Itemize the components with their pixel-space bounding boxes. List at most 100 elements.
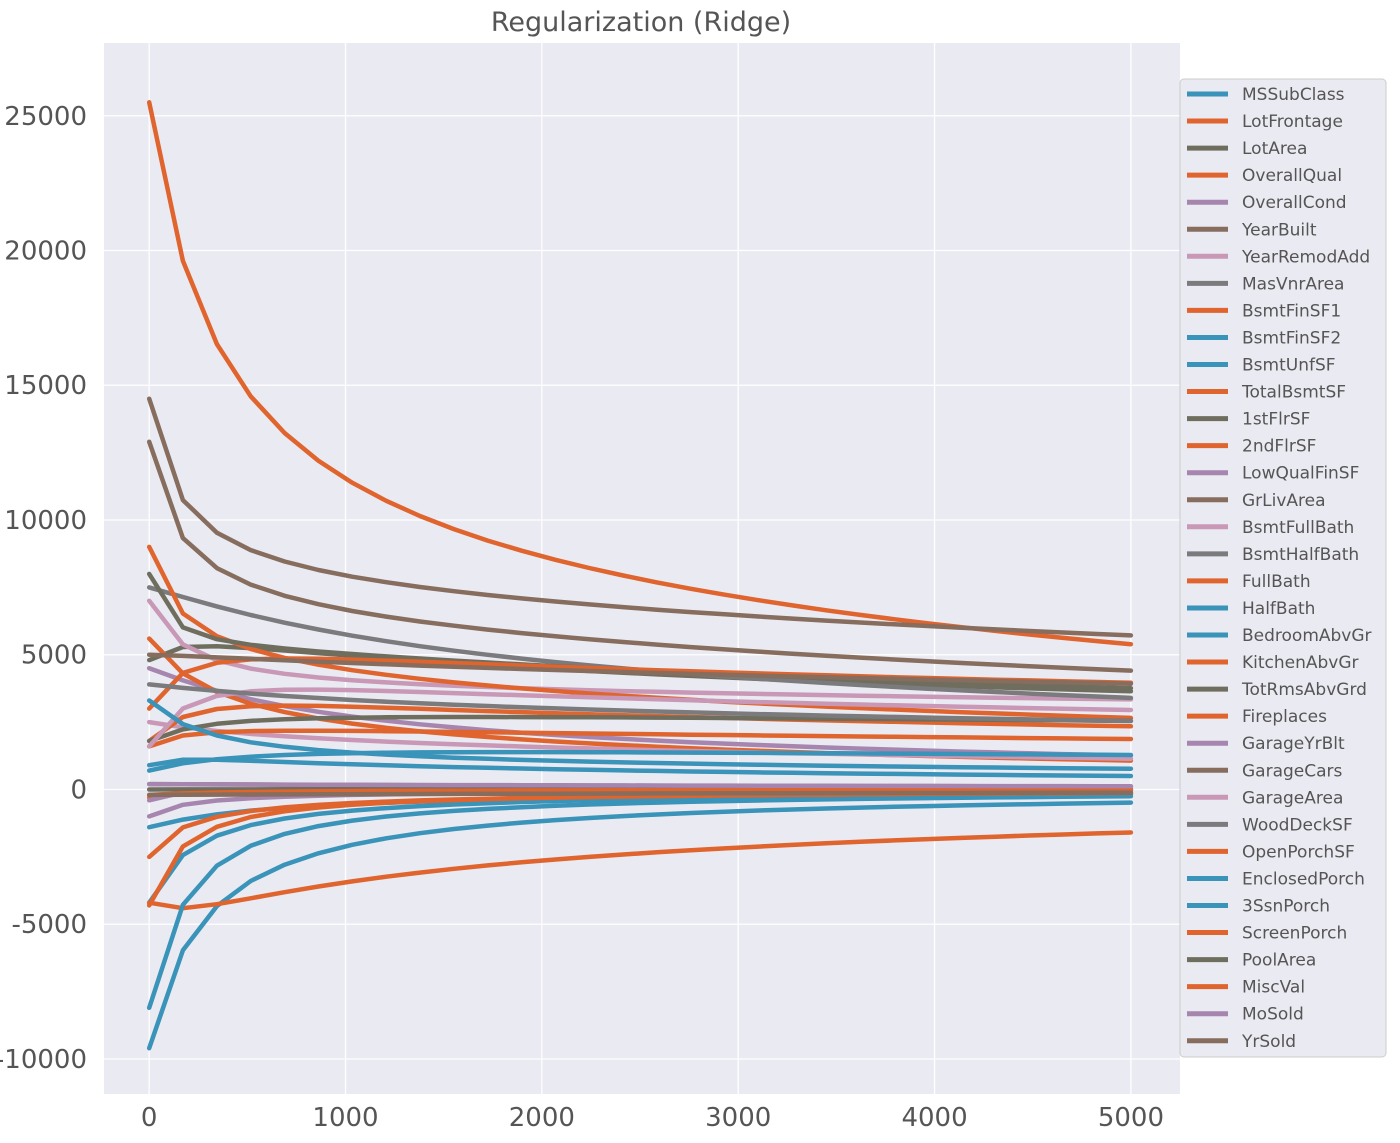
legend-label: EnclosedPorch: [1242, 869, 1365, 889]
legend-label: LowQualFinSF: [1242, 464, 1359, 484]
series-line-GrLivArea: [146, 439, 1134, 673]
legend-label: KitchenAbvGr: [1242, 653, 1359, 673]
legend-item: LotFrontage: [1187, 112, 1343, 132]
legend-item: BsmtFinSF2: [1187, 328, 1341, 348]
legend-label: YearRemodAdd: [1241, 247, 1370, 267]
legend-item: WoodDeckSF: [1187, 815, 1353, 835]
legend-label: PoolArea: [1242, 951, 1316, 971]
legend-item: MiscVal: [1187, 978, 1305, 998]
legend-label: GarageCars: [1242, 761, 1343, 781]
series-line-Fireplaces: [146, 728, 1134, 749]
series-line-WoodDeckSF: [146, 682, 1134, 724]
legend-label: LotFrontage: [1242, 112, 1343, 132]
legend-item: YrSold: [1187, 1032, 1296, 1052]
legend-item: YearRemodAdd: [1187, 247, 1370, 267]
series-line-OverallCond: [146, 665, 1134, 758]
legend-item: BsmtHalfBath: [1187, 545, 1359, 565]
legend-label: BsmtUnfSF: [1242, 356, 1336, 376]
series-line-YearBuilt: [146, 396, 1134, 638]
legend-label: MoSold: [1242, 1005, 1304, 1025]
legend-item: ScreenPorch: [1187, 924, 1347, 944]
legend-item: BsmtFullBath: [1187, 518, 1354, 538]
y-axis-ticks: -10000 -5000 0 5000 10000 15000 20000 25000: [0, 102, 87, 1075]
legend-label: OverallQual: [1242, 166, 1342, 186]
y-tick-label: -5000: [11, 910, 87, 940]
legend-item: BedroomAbvGr: [1187, 626, 1372, 646]
legend-label: Fireplaces: [1242, 707, 1327, 727]
legend-label: TotalBsmtSF: [1241, 383, 1346, 403]
series-line-3SsnPorch: [146, 794, 1134, 1011]
legend-item: BsmtUnfSF: [1187, 356, 1336, 376]
y-tick-label: 15000: [4, 371, 87, 401]
legend-item: 1stFlrSF: [1187, 410, 1310, 430]
series-line-BsmtUnfSF: [146, 800, 1134, 1051]
legend-item: KitchenAbvGr: [1187, 653, 1359, 673]
x-tick-label: 4000: [901, 1103, 967, 1133]
legend-label: YearBuilt: [1241, 220, 1317, 240]
legend-label: YrSold: [1241, 1032, 1296, 1052]
legend-item: GrLivArea: [1187, 491, 1326, 511]
legend-label: MiscVal: [1242, 978, 1305, 998]
series-lines: [146, 100, 1134, 1051]
series-line-YearRemodAdd: [146, 598, 1134, 702]
legend-item: BsmtFinSF1: [1187, 301, 1341, 321]
legend-item: OverallQual: [1187, 166, 1342, 186]
x-tick-label: 5000: [1098, 1103, 1164, 1133]
legend-label: WoodDeckSF: [1242, 815, 1353, 835]
legend-item: MSSubClass: [1187, 85, 1345, 105]
series-line-MoSold: [146, 781, 1134, 789]
legend-label: 2ndFlrSF: [1242, 437, 1316, 457]
legend-item: OverallCond: [1187, 193, 1347, 213]
legend-label: BedroomAbvGr: [1242, 626, 1372, 646]
legend-label: OverallCond: [1242, 193, 1347, 213]
y-tick-label: -10000: [0, 1045, 87, 1075]
legend-item: LowQualFinSF: [1187, 464, 1359, 484]
x-tick-label: 3000: [705, 1103, 771, 1133]
legend-label: HalfBath: [1242, 599, 1315, 619]
legend-item: HalfBath: [1187, 599, 1315, 619]
y-tick-label: 5000: [21, 641, 87, 671]
legend-label: GrLivArea: [1242, 491, 1326, 511]
legend-label: 3SsnPorch: [1242, 897, 1330, 917]
legend-item: YearBuilt: [1187, 220, 1317, 240]
legend: MSSubClass LotFrontage LotArea OverallQual O…: [1179, 78, 1387, 1058]
legend-item: EnclosedPorch: [1187, 869, 1365, 889]
legend-label: BsmtFinSF2: [1242, 328, 1341, 348]
legend-item: 3SsnPorch: [1187, 897, 1330, 917]
legend-item: GarageYrBlt: [1187, 734, 1345, 754]
legend-label: 1stFlrSF: [1242, 410, 1310, 430]
y-tick-label: 20000: [4, 237, 87, 267]
x-tick-label: 2000: [509, 1103, 575, 1133]
legend-item: PoolArea: [1187, 951, 1316, 971]
legend-label: GarageArea: [1242, 788, 1343, 808]
series-line-EnclosedPorch: [146, 698, 1134, 771]
legend-item: FullBath: [1187, 572, 1311, 592]
x-tick-label: 0: [141, 1103, 158, 1133]
legend-box: [1179, 78, 1387, 1058]
series-line-OpenPorchSF: [146, 830, 1134, 911]
x-axis-ticks: 0 1000 2000 3000 4000 5000: [141, 1103, 1164, 1133]
y-tick-label: 25000: [4, 102, 87, 132]
legend-label: LotArea: [1242, 139, 1307, 159]
legend-item: Fireplaces: [1187, 707, 1327, 727]
legend-item: GarageCars: [1187, 761, 1343, 781]
legend-label: TotRmsAbvGrd: [1241, 680, 1367, 700]
legend-label: MSSubClass: [1242, 85, 1345, 105]
legend-label: OpenPorchSF: [1242, 842, 1355, 862]
series-line-MiscVal: [146, 787, 1134, 798]
legend-label: ScreenPorch: [1242, 924, 1347, 944]
legend-label: MasVnrArea: [1242, 274, 1344, 294]
legend-item: MasVnrArea: [1187, 274, 1344, 294]
series-line-GarageCars: [146, 652, 1134, 686]
chart-title: Regularization (Ridge): [491, 7, 791, 38]
y-tick-label: 0: [70, 775, 87, 805]
legend-item: MoSold: [1187, 1005, 1304, 1025]
series-line-YrSold: [146, 790, 1134, 798]
series-line-HalfBath: [146, 749, 1134, 773]
legend-item: TotRmsAbvGrd: [1187, 680, 1367, 700]
plot-area: [104, 43, 1180, 1094]
series-line-GarageArea: [146, 687, 1134, 749]
y-tick-label: 10000: [4, 506, 87, 536]
legend-item: TotalBsmtSF: [1187, 383, 1346, 403]
